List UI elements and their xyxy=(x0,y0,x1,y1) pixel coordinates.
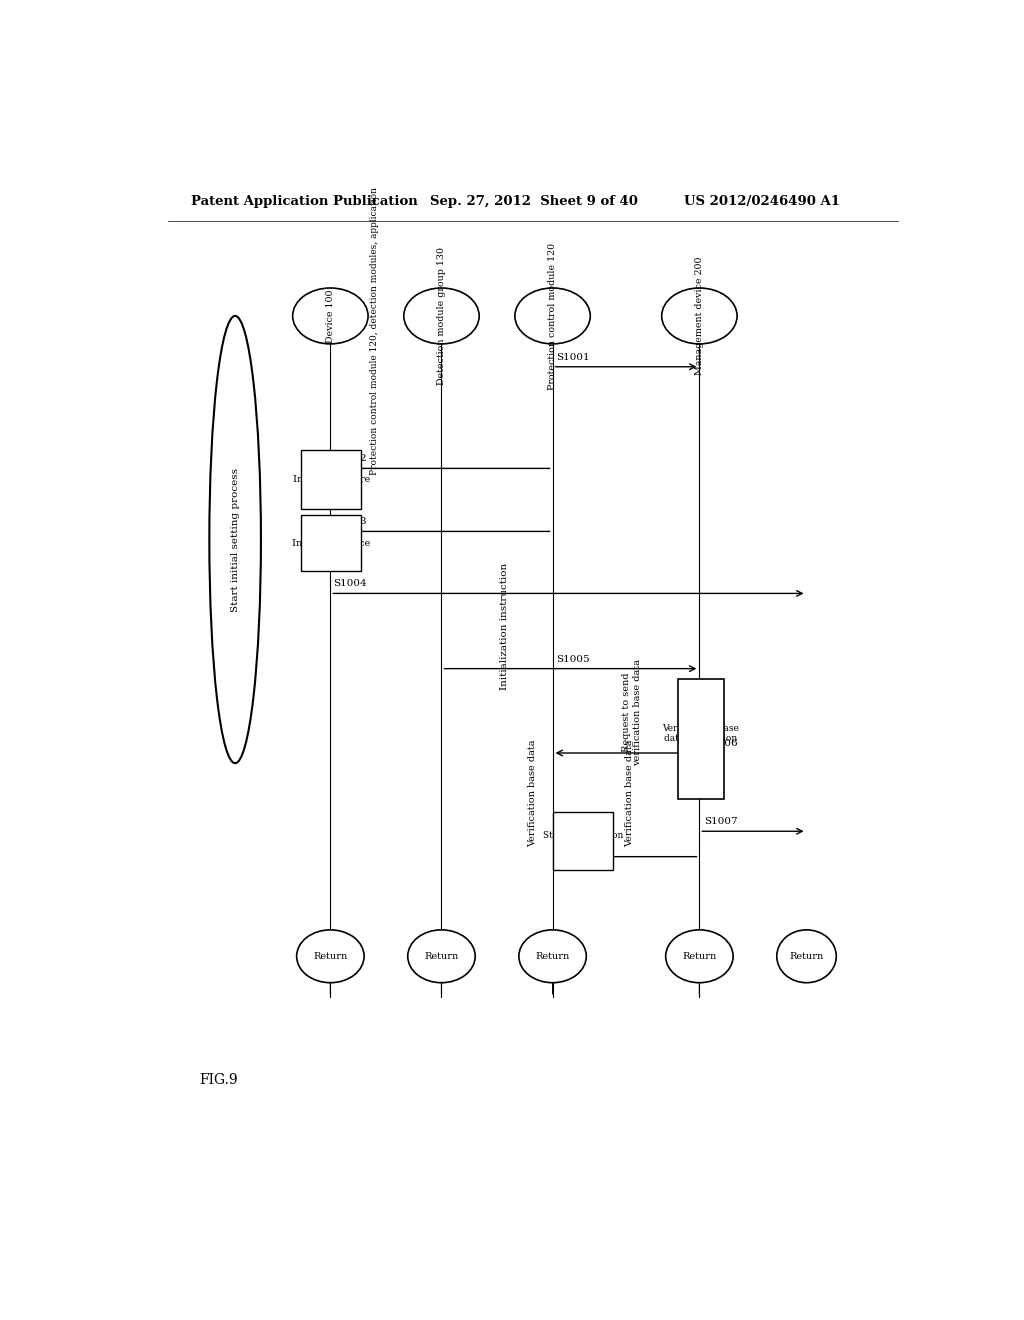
Ellipse shape xyxy=(666,929,733,982)
Text: Return: Return xyxy=(790,952,823,961)
Text: Install software: Install software xyxy=(293,475,370,484)
Text: Sep. 27, 2012  Sheet 9 of 40: Sep. 27, 2012 Sheet 9 of 40 xyxy=(430,194,638,207)
Text: S1002: S1002 xyxy=(333,454,367,463)
Text: Request to send
verification base data: Request to send verification base data xyxy=(623,659,642,766)
Text: S1007: S1007 xyxy=(705,817,737,826)
Text: FIG.9: FIG.9 xyxy=(200,1073,238,1088)
Text: S1004: S1004 xyxy=(333,579,367,589)
Ellipse shape xyxy=(297,929,365,982)
Text: Return: Return xyxy=(682,952,717,961)
Text: S1003: S1003 xyxy=(333,517,367,527)
Text: Protection control module 120, detection modules, application: Protection control module 120, detection… xyxy=(370,187,379,475)
Text: Device 100: Device 100 xyxy=(326,289,335,343)
Text: Management device 200: Management device 200 xyxy=(695,256,703,375)
Text: S1008: S1008 xyxy=(557,842,590,851)
Text: S1001: S1001 xyxy=(557,352,590,362)
Text: Detection module group 130: Detection module group 130 xyxy=(437,247,446,385)
Ellipse shape xyxy=(662,288,737,345)
Ellipse shape xyxy=(515,288,590,345)
Ellipse shape xyxy=(777,929,837,982)
Ellipse shape xyxy=(519,929,587,982)
Ellipse shape xyxy=(293,288,368,345)
Text: Verification base data: Verification base data xyxy=(625,741,634,847)
FancyBboxPatch shape xyxy=(301,515,361,572)
Ellipse shape xyxy=(408,929,475,982)
Text: Patent Application Publication: Patent Application Publication xyxy=(191,194,418,207)
Text: Verification base
data generation
process: Verification base data generation proces… xyxy=(663,723,739,754)
Text: Return: Return xyxy=(424,952,459,961)
Text: US 2012/0246490 A1: US 2012/0246490 A1 xyxy=(684,194,840,207)
FancyBboxPatch shape xyxy=(553,812,613,870)
Text: Return: Return xyxy=(536,952,569,961)
Text: Initialize device: Initialize device xyxy=(292,539,371,548)
Text: Return: Return xyxy=(313,952,347,961)
Text: S1005: S1005 xyxy=(557,655,590,664)
FancyBboxPatch shape xyxy=(301,450,361,510)
Ellipse shape xyxy=(403,288,479,345)
FancyBboxPatch shape xyxy=(678,678,724,799)
Text: S1006: S1006 xyxy=(705,739,737,748)
Text: Verification base data: Verification base data xyxy=(528,741,538,847)
Text: Initialization instruction: Initialization instruction xyxy=(501,562,510,689)
Text: Protection control module 120: Protection control module 120 xyxy=(548,243,557,389)
Text: Store verification
base data: Store verification base data xyxy=(543,832,623,850)
Text: Start initial setting process: Start initial setting process xyxy=(230,467,240,611)
